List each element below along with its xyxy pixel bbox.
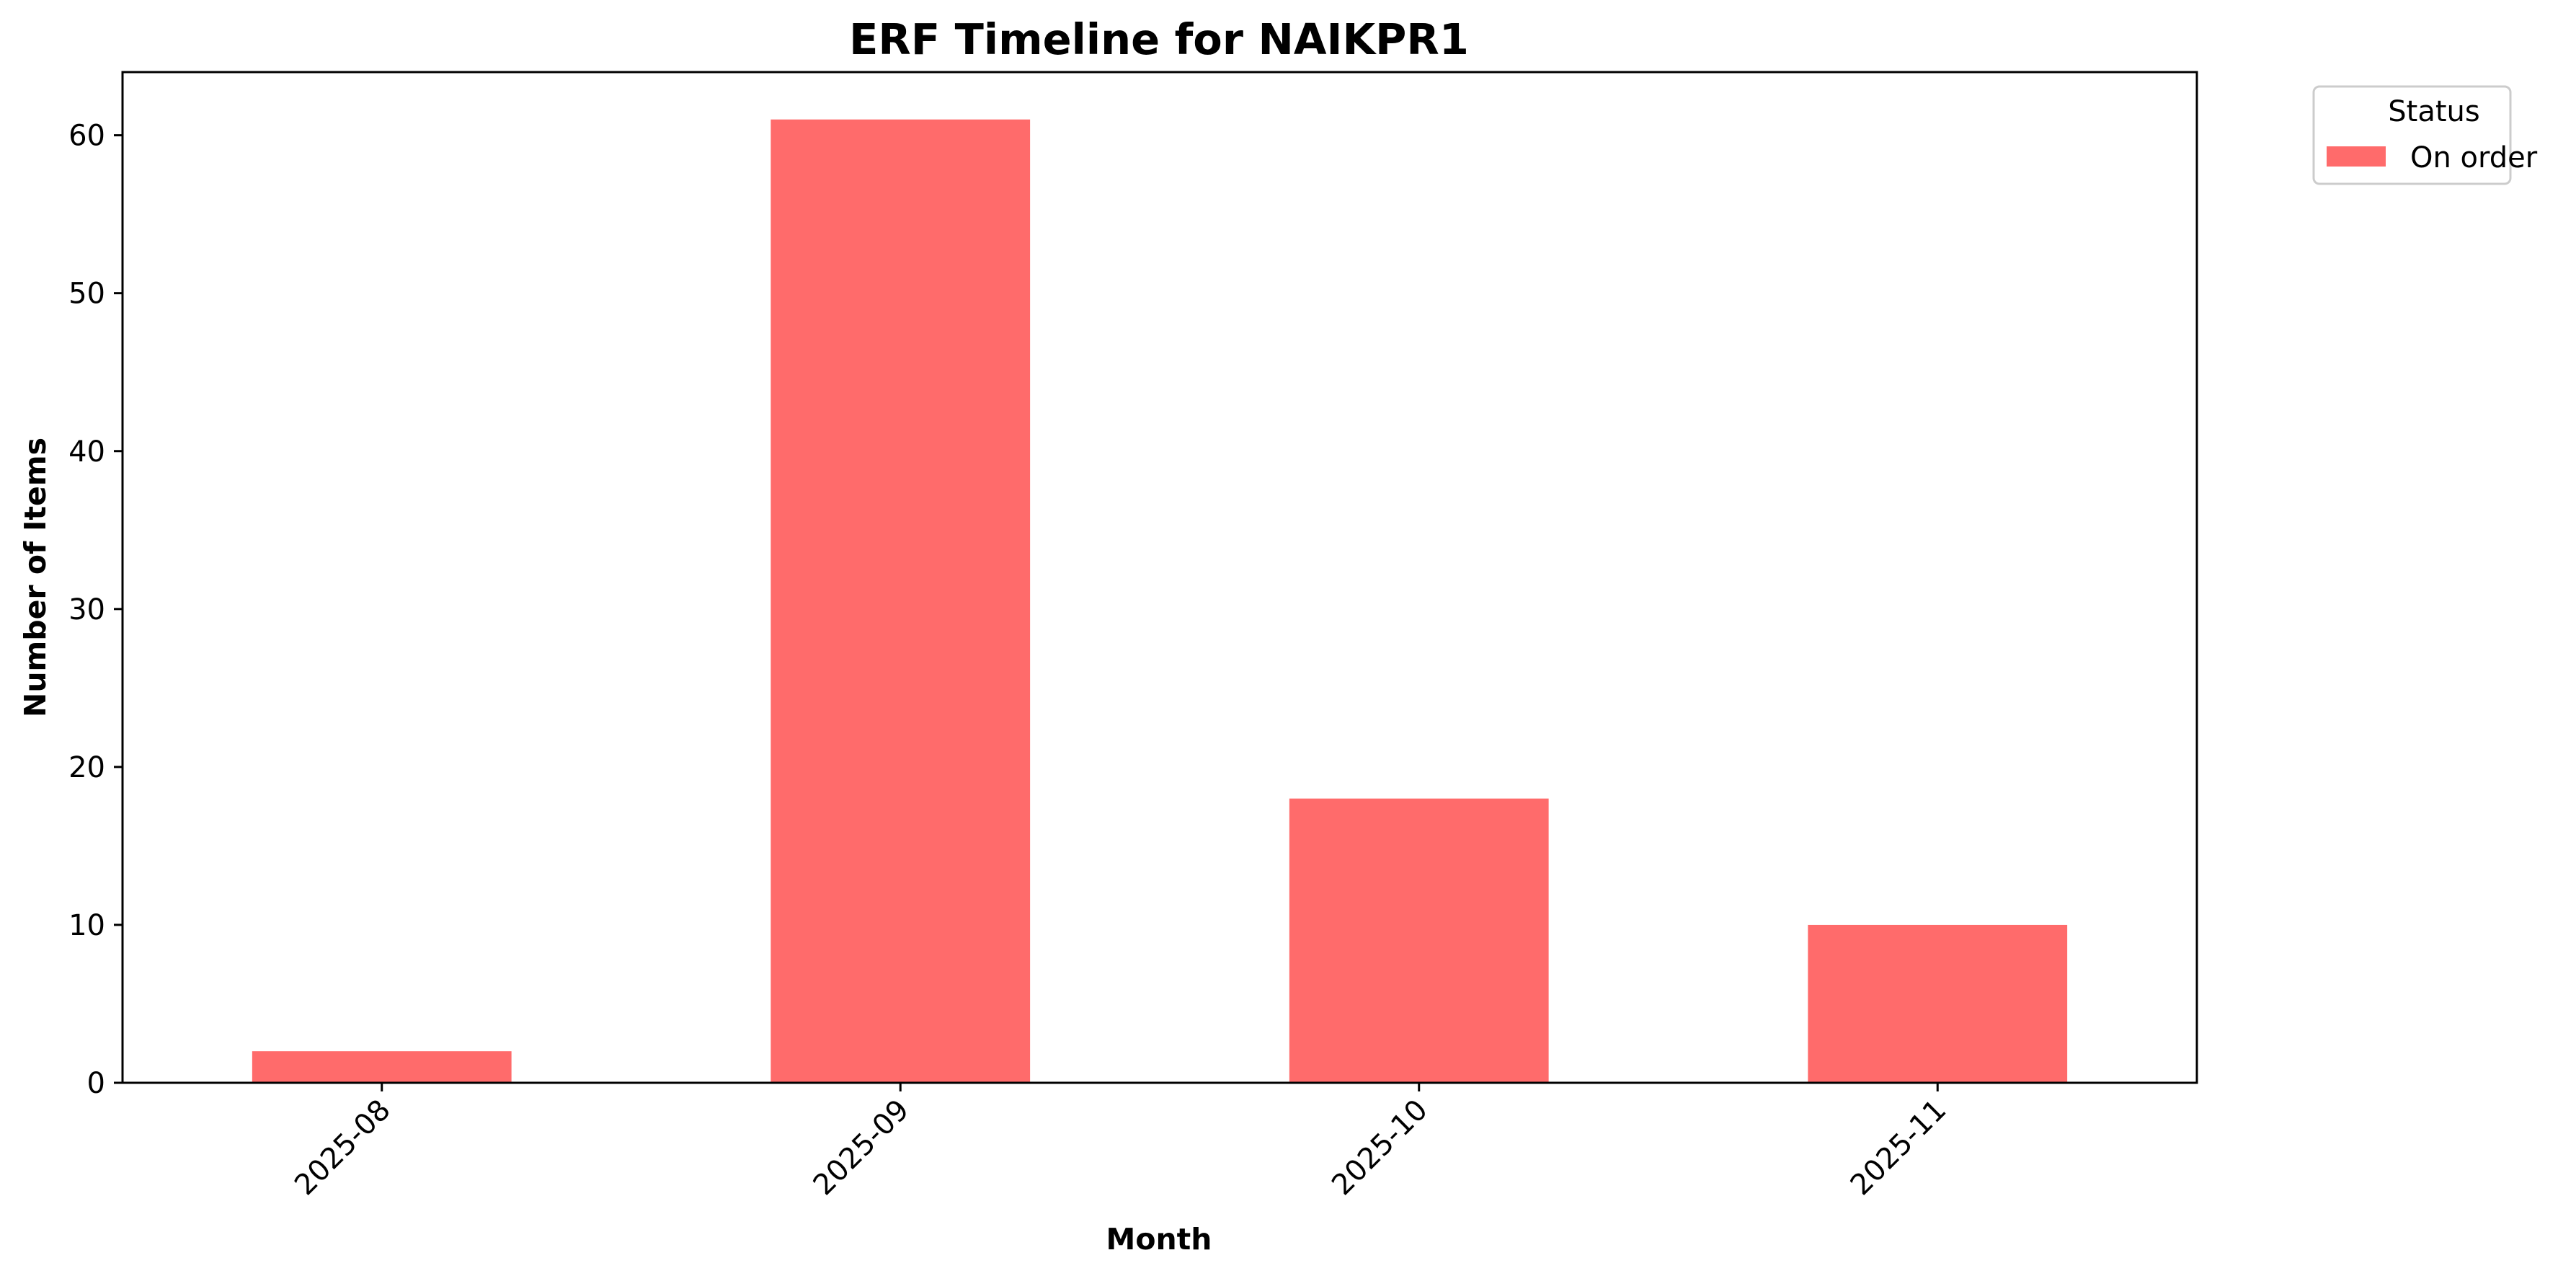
bar-2025-10 (1289, 798, 1549, 1083)
bar-2025-08 (252, 1051, 512, 1083)
x-axis-label: Month (1106, 1222, 1212, 1257)
y-axis-label: Number of Items (18, 438, 53, 717)
bar-2025-11 (1808, 924, 2068, 1083)
legend: Status On order (2312, 85, 2538, 185)
chart-title: ERF Timeline for NAIKPR1 (849, 14, 1469, 64)
y-tick-label: 50 (68, 278, 105, 311)
bars-layer (252, 119, 2068, 1083)
y-tick-label: 20 (68, 751, 105, 784)
plot-frame (121, 71, 2198, 1084)
y-tick-label: 0 (87, 1067, 105, 1100)
legend-title: Status (2388, 95, 2479, 128)
legend-label-on-order: On order (2410, 141, 2538, 174)
legend-swatch-on-order (2327, 146, 2386, 167)
y-axis-ticks: 0 10 20 30 40 50 60 (68, 120, 123, 1100)
y-tick-label: 60 (68, 120, 105, 153)
y-tick-label: 30 (68, 593, 105, 626)
y-tick-label: 40 (68, 435, 105, 469)
y-tick-label: 10 (68, 909, 105, 942)
bar-2025-09 (770, 119, 1031, 1083)
